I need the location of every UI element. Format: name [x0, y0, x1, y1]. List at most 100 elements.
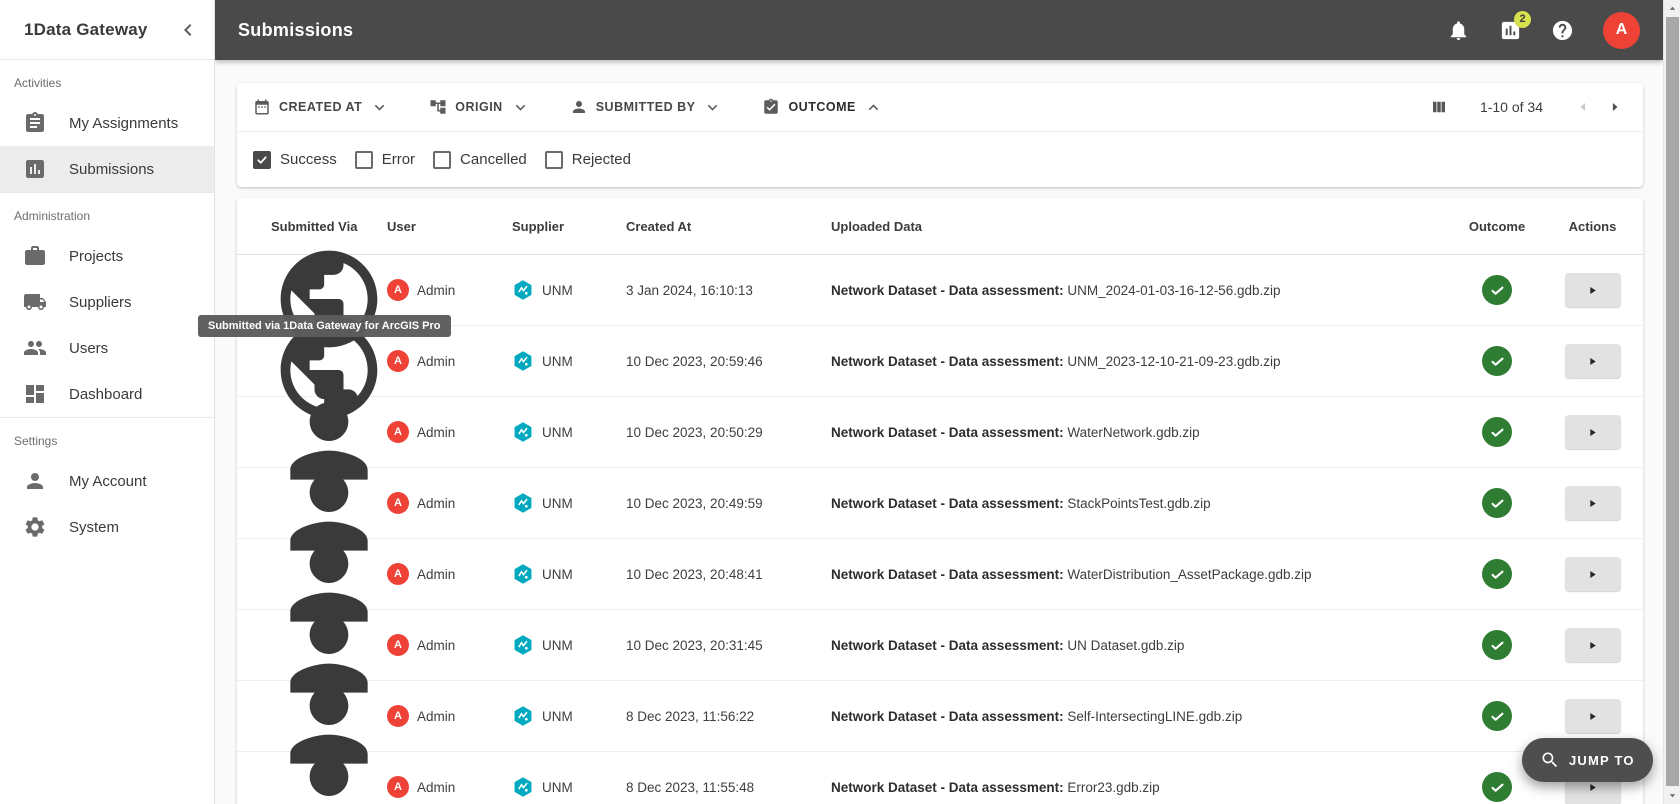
filter-outcome[interactable]: OUTCOME [762, 98, 882, 117]
check-circle-icon [1482, 630, 1512, 660]
uploaded-data: Network Dataset - Data assessment: Stack… [831, 496, 1452, 511]
table-row[interactable]: A Admin UNM 10 Dec 2023, 20:59:46 Networ… [237, 321, 1643, 419]
run-action-button[interactable] [1564, 344, 1621, 378]
sidebar-item-dashboard[interactable]: Dashboard [0, 371, 214, 417]
sidebar-item-projects[interactable]: Projects [0, 233, 214, 279]
table-row[interactable]: A Admin UNM 8 Dec 2023, 11:56:22 Network… [237, 681, 1643, 764]
sidebar-item-label: Projects [69, 247, 124, 265]
checkbox-icon [544, 150, 563, 169]
truck-icon [23, 290, 47, 314]
supplier-name: UNM [542, 495, 573, 511]
sidebar-item-system[interactable]: System [0, 504, 214, 550]
run-action-button[interactable] [1564, 557, 1621, 591]
dataset-file: Self-IntersectingLINE.gdb.zip [1067, 708, 1243, 724]
table-row[interactable]: A Admin UNM 10 Dec 2023, 20:31:45 Networ… [237, 610, 1643, 693]
collapse-left-icon[interactable] [176, 18, 200, 42]
sidebar-item-label: My Assignments [69, 114, 179, 132]
person-icon [570, 98, 588, 116]
search-icon [1540, 750, 1560, 770]
run-action-button[interactable] [1564, 415, 1621, 449]
dataset-label: Network Dataset - Data assessment: [831, 424, 1064, 440]
page-next-icon[interactable] [1603, 95, 1627, 119]
created-at: 8 Dec 2023, 11:56:22 [626, 708, 755, 724]
checkbox-rejected[interactable]: Rejected [544, 150, 631, 169]
user-name: Admin [417, 495, 456, 511]
checkbox-icon [433, 150, 452, 169]
dataset-file: WaterDistribution_AssetPackage.gdb.zip [1067, 566, 1312, 582]
checkbox-label: Cancelled [460, 151, 527, 168]
user-avatar: A [387, 563, 409, 585]
supplier-name: UNM [542, 424, 573, 440]
page-prev-icon[interactable] [1571, 95, 1595, 119]
run-action-button[interactable] [1564, 628, 1621, 662]
run-action-button[interactable] [1564, 486, 1621, 520]
help-icon[interactable] [1551, 19, 1574, 42]
scrollbar-thumb[interactable] [1666, 17, 1679, 786]
checkbox-label: Error [381, 151, 416, 168]
notification-badge: 2 [1514, 10, 1531, 28]
created-at: 3 Jan 2024, 16:10:13 [626, 282, 753, 298]
user-avatar: A [387, 492, 409, 514]
user-name: Admin [417, 353, 456, 369]
filter-created-at[interactable]: CREATED AT [253, 98, 389, 117]
user-avatar: A [387, 350, 409, 372]
user-avatar: A [387, 421, 409, 443]
submitted-via-tooltip: Submitted via 1Data Gateway for ArcGIS P… [198, 315, 451, 337]
sidebar-item-suppliers[interactable]: Suppliers [0, 279, 214, 325]
sidebar-item-my-assignments[interactable]: My Assignments [0, 100, 214, 146]
sidebar-item-label: Dashboard [69, 385, 143, 403]
dataset-file: UNM_2024-01-03-16-12-56.gdb.zip [1067, 282, 1281, 298]
section-label: Administration [14, 209, 91, 223]
column-header: Uploaded Data [831, 218, 923, 234]
user-name: Admin [417, 708, 456, 724]
app-title: 1Data Gateway [24, 19, 148, 39]
checkbox-cancelled[interactable]: Cancelled [433, 150, 527, 169]
avatar[interactable]: A [1603, 11, 1640, 49]
run-action-button[interactable] [1564, 273, 1621, 307]
scroll-up-icon[interactable] [1664, 0, 1680, 17]
run-action-button[interactable] [1564, 699, 1621, 733]
bell-icon[interactable] [1447, 19, 1470, 42]
user-name: Admin [417, 282, 456, 298]
top-bar: Submissions 2 A [215, 0, 1663, 60]
page-range: 1-10 of 34 [1479, 99, 1543, 115]
sidebar-item-users[interactable]: Users [0, 325, 214, 371]
sidebar-item-submissions[interactable]: Submissions [0, 146, 214, 192]
table-row[interactable]: A Admin UNM 3 Jan 2024, 16:10:13 Network… [237, 250, 1643, 348]
outcome-options: Success Error Cancelled Rejected [237, 132, 1643, 187]
topbar-actions: 2 A [1447, 10, 1640, 49]
table-header: Submitted Via User Supplier Created At U… [237, 198, 1643, 255]
scroll-down-icon[interactable] [1664, 787, 1680, 804]
table-row[interactable]: A Admin UNM 10 Dec 2023, 20:48:41 Networ… [237, 539, 1643, 622]
table-row[interactable]: A Admin UNM 8 Dec 2023, 11:55:48 Network… [237, 752, 1643, 804]
vertical-scrollbar[interactable] [1663, 0, 1680, 804]
column-header: Supplier [512, 218, 565, 234]
person-via-icon [271, 525, 387, 641]
user-name: Admin [417, 779, 456, 795]
checkbox-success[interactable]: Success [253, 150, 337, 169]
uploaded-data: Network Dataset - Data assessment: UN Da… [831, 638, 1452, 653]
column-header: Submitted Via [271, 218, 358, 234]
chevron-down-icon [370, 98, 389, 117]
jump-to-button[interactable]: JUMP TO [1522, 738, 1653, 782]
column-view-icon[interactable] [1430, 98, 1448, 116]
created-at: 10 Dec 2023, 20:50:29 [626, 424, 763, 440]
dataset-label: Network Dataset - Data assessment: [831, 708, 1064, 724]
column-header: Created At [626, 218, 692, 234]
person-via-icon [271, 738, 387, 804]
briefcase-icon [23, 244, 47, 268]
table-row[interactable]: A Admin UNM 10 Dec 2023, 20:49:59 Networ… [237, 468, 1643, 551]
checkbox-error[interactable]: Error [354, 150, 416, 169]
person-via-icon [271, 667, 387, 783]
filter-origin[interactable]: ORIGIN [429, 98, 529, 117]
chart-badge-icon[interactable]: 2 [1499, 10, 1531, 42]
gear-icon [23, 515, 47, 539]
sidebar-item-my-account[interactable]: My Account [0, 458, 214, 504]
filter-submitted-by[interactable]: SUBMITTED BY [570, 98, 723, 117]
supplier-logo-icon [512, 705, 534, 727]
dataset-file: StackPointsTest.gdb.zip [1067, 495, 1211, 511]
supplier-logo-icon [512, 421, 534, 443]
table-row[interactable]: A Admin UNM 10 Dec 2023, 20:50:29 Networ… [237, 397, 1643, 480]
column-header: Actions [1568, 218, 1617, 234]
user-avatar: A [387, 634, 409, 656]
